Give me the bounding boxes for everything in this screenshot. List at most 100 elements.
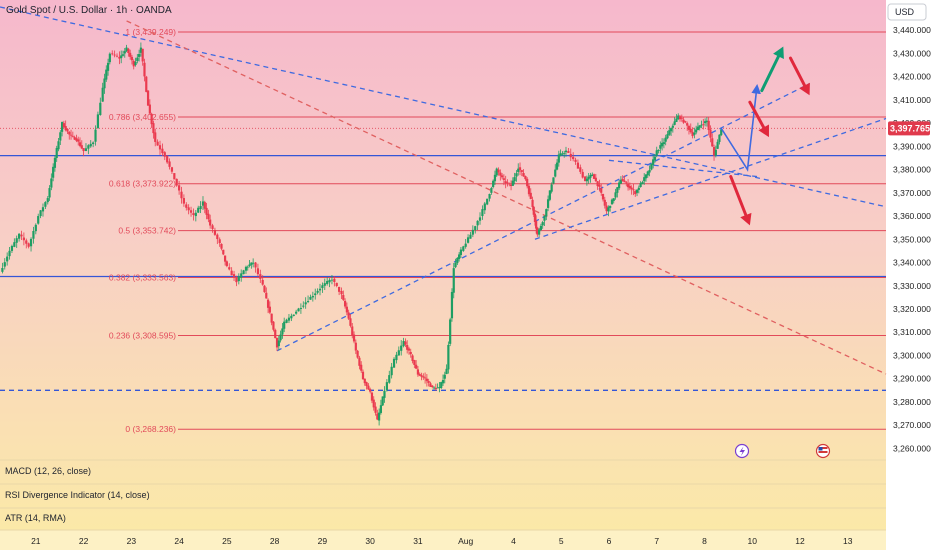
candle-body <box>445 368 448 375</box>
candle-body <box>700 124 703 126</box>
candle-body <box>290 315 293 319</box>
scenario-arrow-head <box>740 212 752 226</box>
y-tick-label: 3,410.000 <box>893 95 931 105</box>
candle-body <box>493 174 497 182</box>
candle-body <box>506 182 509 184</box>
candle-body <box>691 131 694 137</box>
candle-body <box>548 190 551 200</box>
candle-body <box>57 141 60 150</box>
y-tick-label: 3,330.000 <box>893 281 931 291</box>
candle-body <box>20 234 23 237</box>
candle-body <box>585 178 588 182</box>
candle-body <box>266 299 270 308</box>
candle-body <box>438 387 441 388</box>
candle-body <box>8 250 11 257</box>
currency-button[interactable]: USD <box>887 3 927 21</box>
candle-body <box>263 285 266 293</box>
candle-body <box>156 141 159 146</box>
x-tick-label: 25 <box>222 536 232 546</box>
y-tick-label: 3,440.000 <box>893 25 931 35</box>
candle-body <box>261 279 264 285</box>
candle-body <box>456 257 459 264</box>
candle-body <box>555 162 559 170</box>
candle-body <box>486 198 489 205</box>
candle-body <box>675 118 678 122</box>
candle-body <box>272 321 275 330</box>
candle-body <box>279 334 282 341</box>
candle-body <box>513 177 516 182</box>
candle-body <box>73 137 76 140</box>
trend-line <box>0 6 887 208</box>
candle-body <box>504 181 507 184</box>
header: Gold Spot / U.S. Dollar · 1h · OANDA <box>6 5 172 16</box>
candle-body <box>92 142 95 145</box>
candle-body <box>13 242 16 247</box>
candle-body <box>397 350 400 356</box>
candle-body <box>342 295 345 300</box>
candle-body <box>299 308 303 309</box>
candle-body <box>246 266 249 268</box>
candle-body <box>569 153 572 158</box>
candle-body <box>78 142 82 146</box>
x-axis-background <box>0 530 886 550</box>
candle-body <box>274 329 277 339</box>
candle-body <box>416 369 420 375</box>
y-tick-label: 3,290.000 <box>893 374 931 384</box>
candle-body <box>600 188 603 193</box>
indicator-labels: MACD (12, 26, close) RSI Divergence Indic… <box>5 466 150 523</box>
us-flag-event-icon[interactable] <box>815 443 831 459</box>
candle-body <box>48 188 51 198</box>
candle-body <box>60 122 64 132</box>
candle-body <box>314 293 317 296</box>
x-tick-label: 10 <box>748 536 758 546</box>
x-tick-label: 31 <box>413 536 423 546</box>
candle-body <box>520 170 523 172</box>
x-tick-label: 23 <box>127 536 137 546</box>
candle-body <box>579 167 582 172</box>
candle-body <box>22 237 25 241</box>
x-tick-label: 8 <box>702 536 707 546</box>
candle-body <box>648 169 651 173</box>
candle-body <box>574 159 577 162</box>
candle-body <box>395 354 398 361</box>
projected-path <box>720 84 761 172</box>
candle-body <box>228 267 231 270</box>
candle-body <box>166 155 169 163</box>
candle-body <box>609 205 612 208</box>
lightning-icon[interactable] <box>734 443 750 459</box>
x-tick-label: Aug <box>458 536 473 546</box>
candle-body <box>285 319 288 323</box>
candle-body <box>39 210 42 217</box>
candle-body <box>511 180 514 186</box>
candle-body <box>163 152 166 157</box>
fib-level-label: 0.382 (3,333.563) <box>109 272 176 282</box>
candle-body <box>406 345 409 350</box>
candle-body <box>333 278 336 282</box>
candle-body <box>363 378 366 384</box>
candle-body <box>347 312 350 319</box>
candle-body <box>452 268 455 293</box>
candle-body <box>476 220 479 226</box>
candle-body <box>352 334 356 342</box>
candle-body <box>105 69 108 80</box>
candle-body <box>666 134 669 139</box>
candle-body <box>25 240 28 244</box>
candle-body <box>71 135 74 137</box>
candle-body <box>6 256 9 262</box>
candle-body <box>411 355 414 361</box>
y-tick-label: 3,350.000 <box>893 234 931 244</box>
candle-body <box>367 385 370 390</box>
candle-body <box>418 374 421 376</box>
candle-body <box>696 126 700 131</box>
candle-body <box>643 177 646 182</box>
candle-body <box>365 382 368 387</box>
candle-body <box>596 181 599 187</box>
candle-body <box>659 145 662 149</box>
candle-body <box>483 203 486 211</box>
candle-body <box>211 225 214 229</box>
candle-body <box>252 262 255 264</box>
candle-body <box>450 291 454 319</box>
candle-body <box>531 199 534 207</box>
candle-body <box>225 261 228 267</box>
